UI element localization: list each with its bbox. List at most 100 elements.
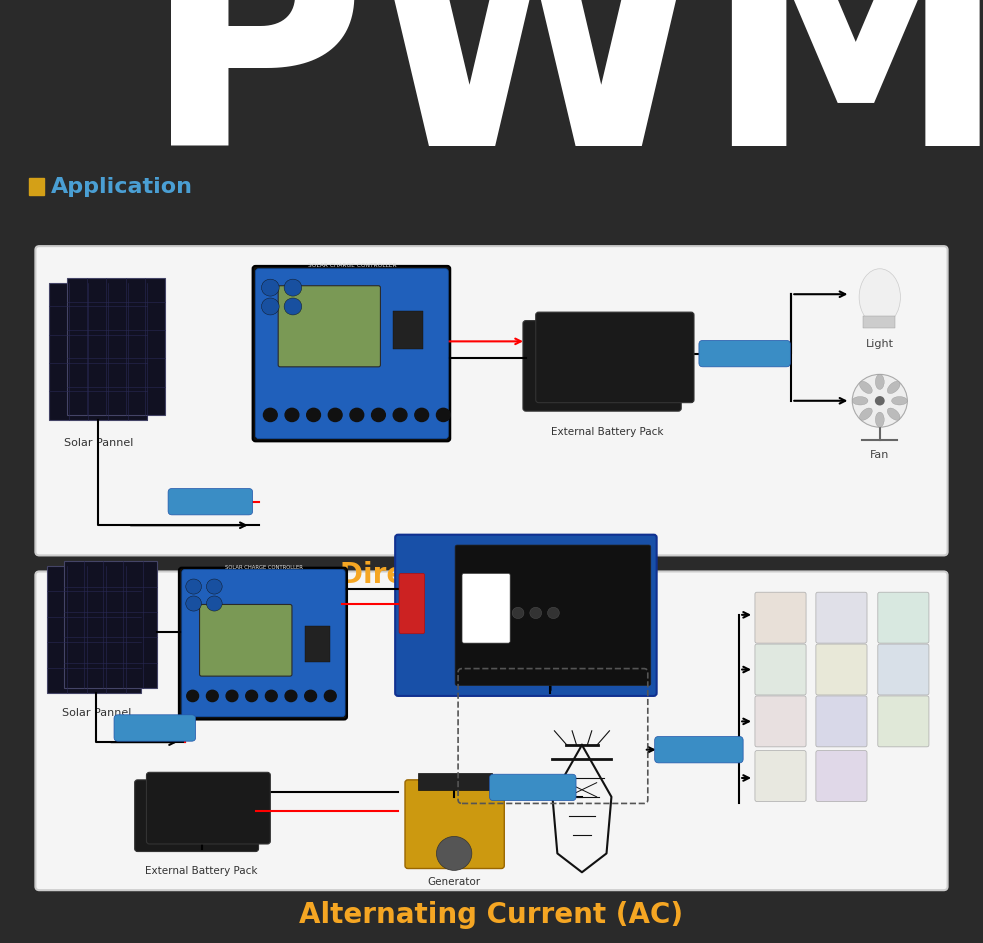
Circle shape [436,408,450,422]
Circle shape [261,279,279,296]
Text: Generator: Generator [428,877,481,887]
FancyBboxPatch shape [395,535,657,696]
Ellipse shape [859,269,900,325]
FancyBboxPatch shape [146,772,270,844]
Text: Solar Pannel: Solar Pannel [64,438,133,448]
FancyBboxPatch shape [878,644,929,695]
Ellipse shape [875,374,885,389]
FancyBboxPatch shape [816,751,867,802]
Text: SOLAR CHARGE CONTROLLER: SOLAR CHARGE CONTROLLER [224,565,303,571]
FancyBboxPatch shape [536,312,694,403]
Circle shape [328,408,342,422]
FancyBboxPatch shape [755,592,806,643]
Circle shape [436,836,472,870]
Circle shape [186,596,202,611]
Text: PV Input: PV Input [190,497,231,506]
Circle shape [393,408,407,422]
Text: Solar Pannel: Solar Pannel [62,708,131,719]
FancyBboxPatch shape [67,278,165,415]
Text: PWM: PWM [143,0,983,209]
FancyBboxPatch shape [699,340,790,367]
FancyBboxPatch shape [278,286,380,367]
Circle shape [206,579,222,594]
Text: Fan: Fan [870,450,890,460]
FancyBboxPatch shape [135,780,259,852]
FancyBboxPatch shape [179,568,347,720]
Circle shape [206,596,222,611]
Ellipse shape [875,412,885,427]
Text: PV Input: PV Input [134,723,175,733]
Circle shape [284,298,302,315]
Circle shape [324,690,336,702]
Text: Application: Application [51,176,193,197]
FancyBboxPatch shape [523,321,681,411]
FancyBboxPatch shape [64,561,157,688]
Circle shape [206,690,218,702]
FancyBboxPatch shape [35,246,948,555]
Text: AC Output: AC Output [719,349,770,358]
FancyBboxPatch shape [399,573,425,634]
FancyBboxPatch shape [816,592,867,643]
Bar [29,178,44,195]
FancyBboxPatch shape [35,571,948,890]
FancyBboxPatch shape [755,751,806,802]
Text: Alternating Current (AC): Alternating Current (AC) [300,901,683,929]
Circle shape [548,607,559,619]
FancyBboxPatch shape [755,696,806,747]
Circle shape [307,408,320,422]
FancyBboxPatch shape [878,592,929,643]
FancyBboxPatch shape [816,644,867,695]
Text: AC Input: AC Input [512,783,553,792]
Ellipse shape [852,396,868,405]
FancyBboxPatch shape [418,773,492,790]
FancyBboxPatch shape [49,283,147,420]
Circle shape [226,690,238,702]
Circle shape [512,607,524,619]
Text: SOLAR CHARGE CONTROLLER: SOLAR CHARGE CONTROLLER [308,263,396,269]
FancyBboxPatch shape [114,715,196,741]
Text: External Battery Pack: External Battery Pack [145,866,258,876]
Circle shape [263,408,277,422]
Ellipse shape [859,408,872,421]
Text: INVERTER CHARGER SYSTEM: INVERTER CHARGER SYSTEM [514,638,616,644]
Ellipse shape [888,381,900,393]
FancyBboxPatch shape [253,266,450,441]
FancyBboxPatch shape [755,644,806,695]
FancyBboxPatch shape [863,316,895,328]
FancyBboxPatch shape [393,311,423,349]
Circle shape [246,690,258,702]
Ellipse shape [859,381,872,393]
Circle shape [265,690,277,702]
FancyBboxPatch shape [405,780,504,869]
Circle shape [350,408,364,422]
Circle shape [261,298,279,315]
FancyBboxPatch shape [168,488,253,515]
FancyBboxPatch shape [200,604,292,676]
Text: PURE SINE WAVE INVERTER WITH CHARGE: PURE SINE WAVE INVERTER WITH CHARGE [519,655,611,659]
Circle shape [305,690,317,702]
Circle shape [187,690,199,702]
FancyBboxPatch shape [462,573,510,643]
Circle shape [875,396,885,405]
FancyBboxPatch shape [816,696,867,747]
Text: Direct Current (DC): Direct Current (DC) [340,561,643,589]
Ellipse shape [892,396,907,405]
Text: Light: Light [866,339,894,350]
FancyBboxPatch shape [182,570,345,717]
Circle shape [186,579,202,594]
Circle shape [285,408,299,422]
Ellipse shape [888,408,900,421]
Circle shape [284,279,302,296]
FancyBboxPatch shape [256,269,448,438]
Circle shape [285,690,297,702]
Text: AC Output: AC Output [673,745,724,754]
FancyBboxPatch shape [655,736,743,763]
FancyBboxPatch shape [878,696,929,747]
FancyBboxPatch shape [47,566,141,693]
Circle shape [415,408,429,422]
Text: External Battery Pack: External Battery Pack [551,427,664,438]
Circle shape [372,408,385,422]
Circle shape [530,607,542,619]
FancyBboxPatch shape [490,774,576,801]
Circle shape [852,374,907,427]
